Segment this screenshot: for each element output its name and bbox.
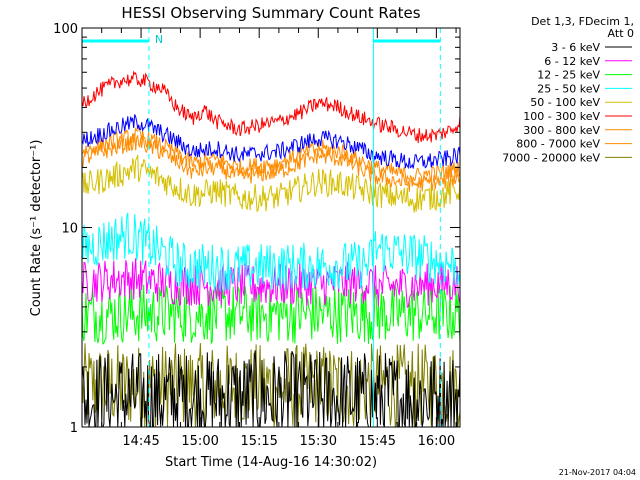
legend-label-4: 50 - 100 keV: [530, 96, 600, 109]
series-line-6: [82, 127, 460, 184]
series-line-2: [82, 283, 460, 345]
series-line-5: [82, 70, 460, 144]
chart-title: HESSI Observing Summary Count Rates: [121, 4, 420, 22]
series-line-blue: [82, 114, 460, 170]
legend-label-8: 7000 - 20000 keV: [502, 151, 600, 164]
legend-label-0: 3 - 6 keV: [551, 41, 600, 54]
y-tick-label-2: 100: [53, 22, 78, 37]
series-line-1: [82, 258, 460, 309]
data-layer: [82, 70, 460, 427]
x-tick-label-4: 15:45: [359, 434, 396, 449]
series-line-4: [82, 154, 460, 213]
legend-label-7: 800 - 7000 keV: [516, 138, 600, 151]
x-axis: 14:45 15:00 15:15 15:30 15:45 16:00: [101, 28, 457, 449]
legend-label-5: 100 - 300 keV: [523, 110, 600, 123]
y-axis-label: Count Rate (s⁻¹ detector⁻¹): [29, 140, 44, 317]
y-tick-label-1: 10: [61, 222, 78, 237]
legend-label-3: 25 - 50 keV: [537, 82, 600, 95]
annotation-n: N: [155, 33, 163, 46]
legend-label-6: 300 - 800 keV: [523, 124, 600, 137]
y-tick-label-0: 1: [70, 421, 78, 436]
legend-header-line1: Det 1,3, FDecim 1,: [531, 15, 634, 28]
series-line-8: [82, 343, 460, 427]
legend-header-line2: Att 0: [608, 27, 634, 40]
series-line-7: [82, 132, 460, 192]
legend-label-1: 6 - 12 keV: [544, 55, 600, 68]
series-line-3: [82, 212, 460, 292]
x-tick-label-2: 15:15: [240, 434, 277, 449]
markers-layer: [82, 28, 441, 427]
x-tick-label-3: 15:30: [300, 434, 337, 449]
timestamp-footer: 21-Nov-2017 04:04: [559, 468, 636, 477]
x-tick-label-0: 14:45: [122, 434, 159, 449]
y-axis: 1 10 100: [53, 22, 460, 436]
x-axis-label: Start Time (14-Aug-16 14:30:02): [165, 455, 377, 470]
x-tick-label-1: 15:00: [181, 434, 218, 449]
x-tick-label-5: 16:00: [418, 434, 455, 449]
legend-label-2: 12 - 25 keV: [537, 69, 600, 82]
series-line-0: [82, 350, 460, 427]
